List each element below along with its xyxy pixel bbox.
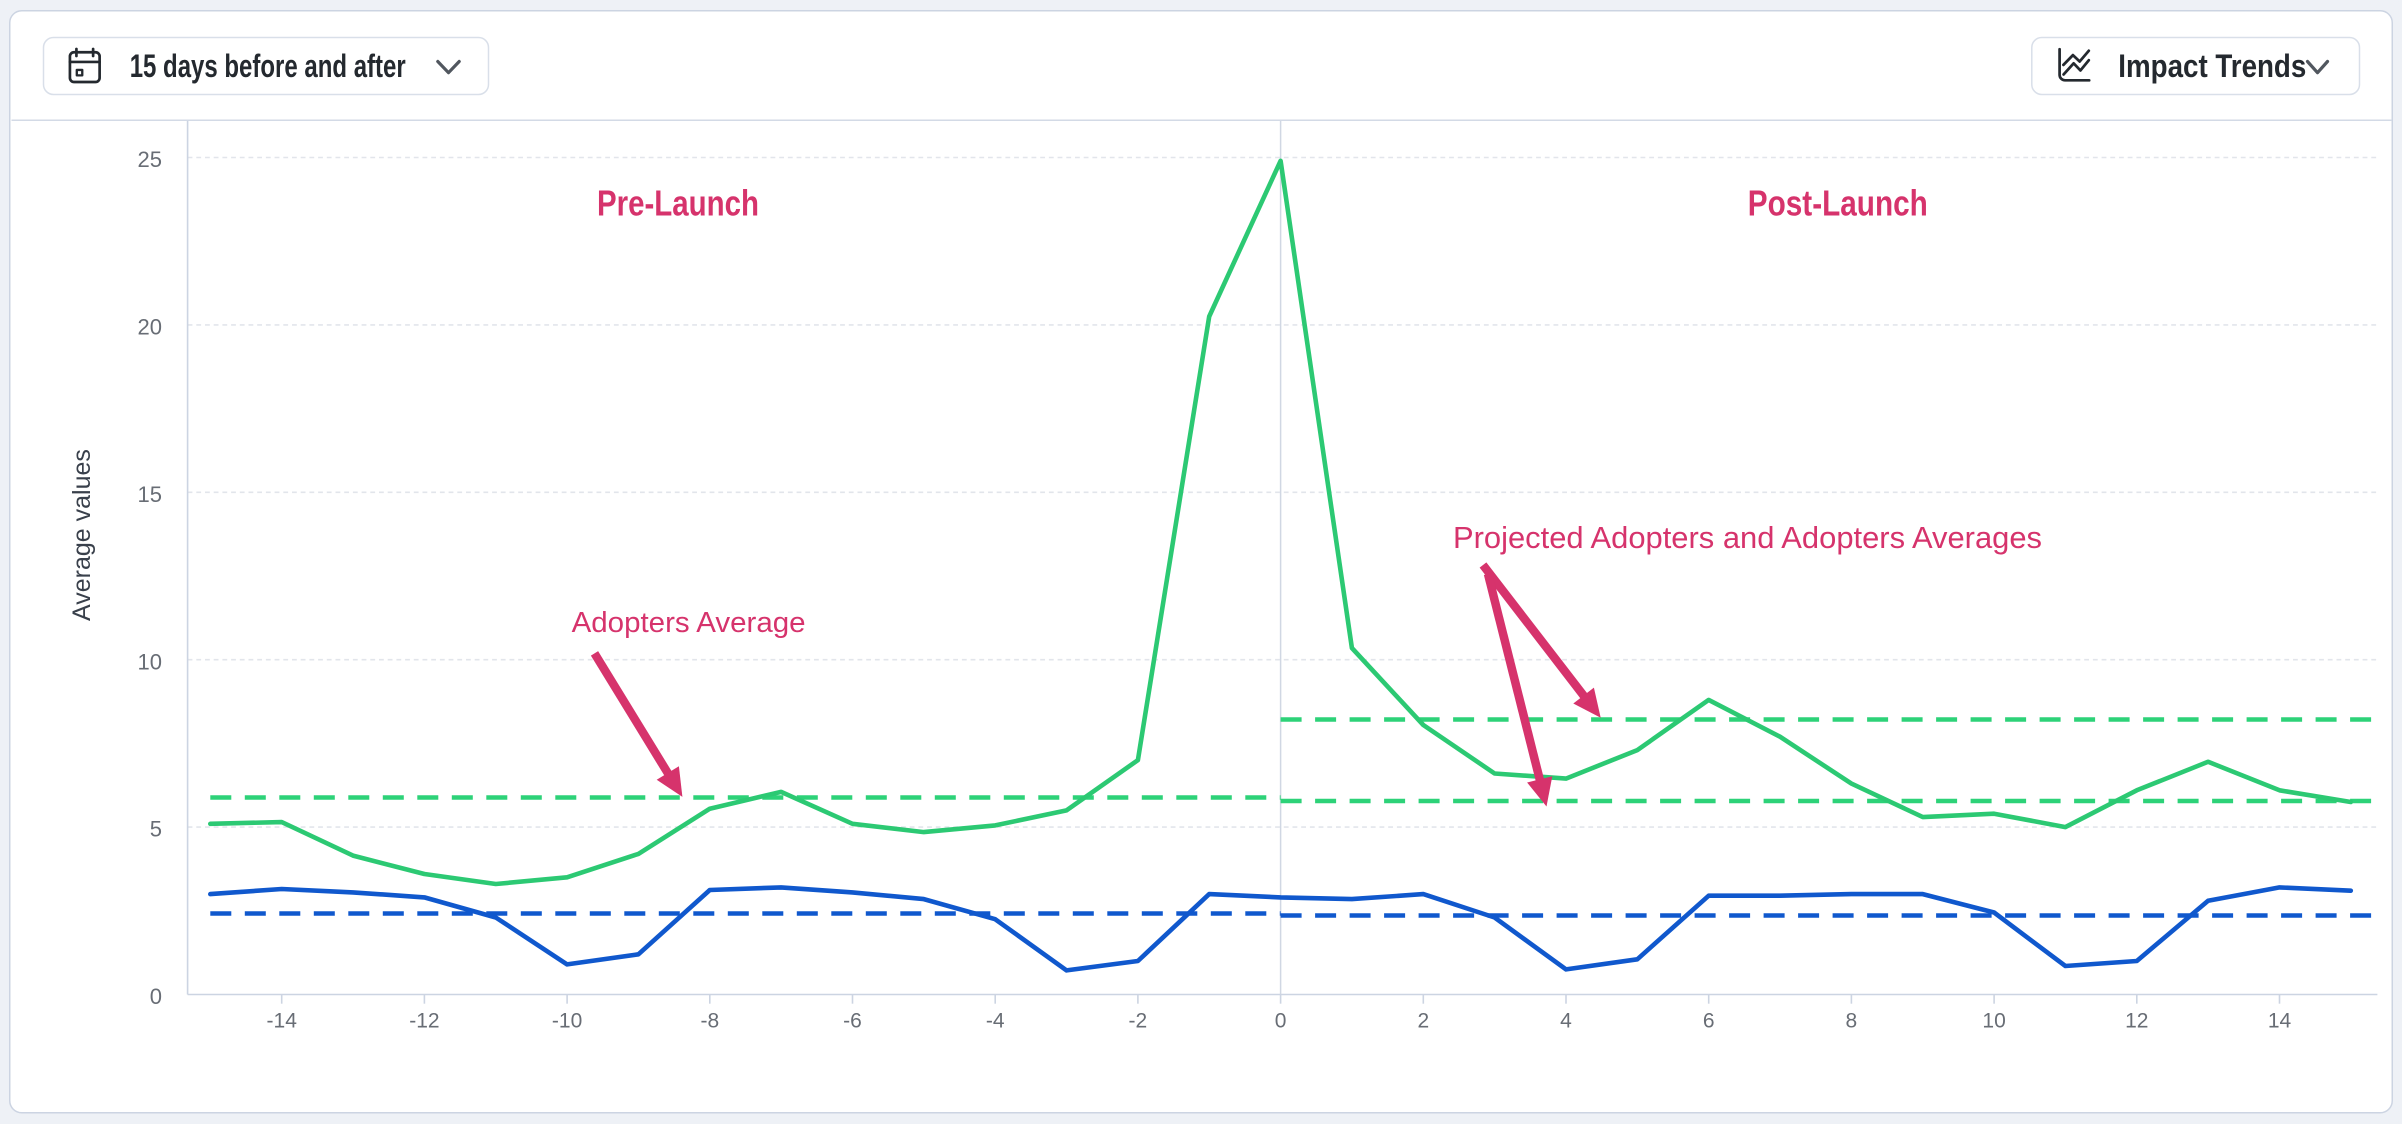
svg-text:12: 12 bbox=[2125, 1010, 2148, 1033]
svg-text:15: 15 bbox=[138, 482, 162, 507]
svg-text:2: 2 bbox=[1417, 1010, 1429, 1033]
svg-text:-2: -2 bbox=[1129, 1010, 1148, 1033]
svg-text:Impact Trends: Impact Trends bbox=[2118, 48, 2306, 84]
svg-text:Adopters Average: Adopters Average bbox=[572, 607, 806, 639]
svg-text:5: 5 bbox=[150, 817, 162, 842]
svg-text:-4: -4 bbox=[986, 1010, 1005, 1033]
svg-text:4: 4 bbox=[1560, 1010, 1572, 1033]
svg-text:-8: -8 bbox=[700, 1010, 719, 1033]
svg-text:-12: -12 bbox=[409, 1010, 439, 1033]
svg-text:20: 20 bbox=[138, 315, 162, 340]
svg-text:10: 10 bbox=[1982, 1010, 2005, 1033]
svg-text:10: 10 bbox=[138, 649, 162, 674]
svg-text:Projected Adopters and Adopter: Projected Adopters and Adopters Averages bbox=[1453, 520, 2042, 555]
svg-text:0: 0 bbox=[150, 984, 162, 1009]
svg-text:0: 0 bbox=[1275, 1010, 1287, 1033]
svg-text:15 days before and after: 15 days before and after bbox=[130, 48, 406, 84]
svg-text:14: 14 bbox=[2268, 1010, 2292, 1033]
svg-text:Pre-Launch: Pre-Launch bbox=[597, 182, 759, 223]
svg-text:Average values: Average values bbox=[68, 449, 96, 621]
svg-text:-14: -14 bbox=[267, 1010, 298, 1033]
svg-text:-10: -10 bbox=[552, 1010, 582, 1033]
svg-text:-6: -6 bbox=[843, 1010, 862, 1033]
svg-text:25: 25 bbox=[138, 147, 162, 172]
svg-text:Post-Launch: Post-Launch bbox=[1748, 182, 1928, 223]
svg-text:8: 8 bbox=[1846, 1010, 1858, 1033]
svg-text:6: 6 bbox=[1703, 1010, 1715, 1033]
